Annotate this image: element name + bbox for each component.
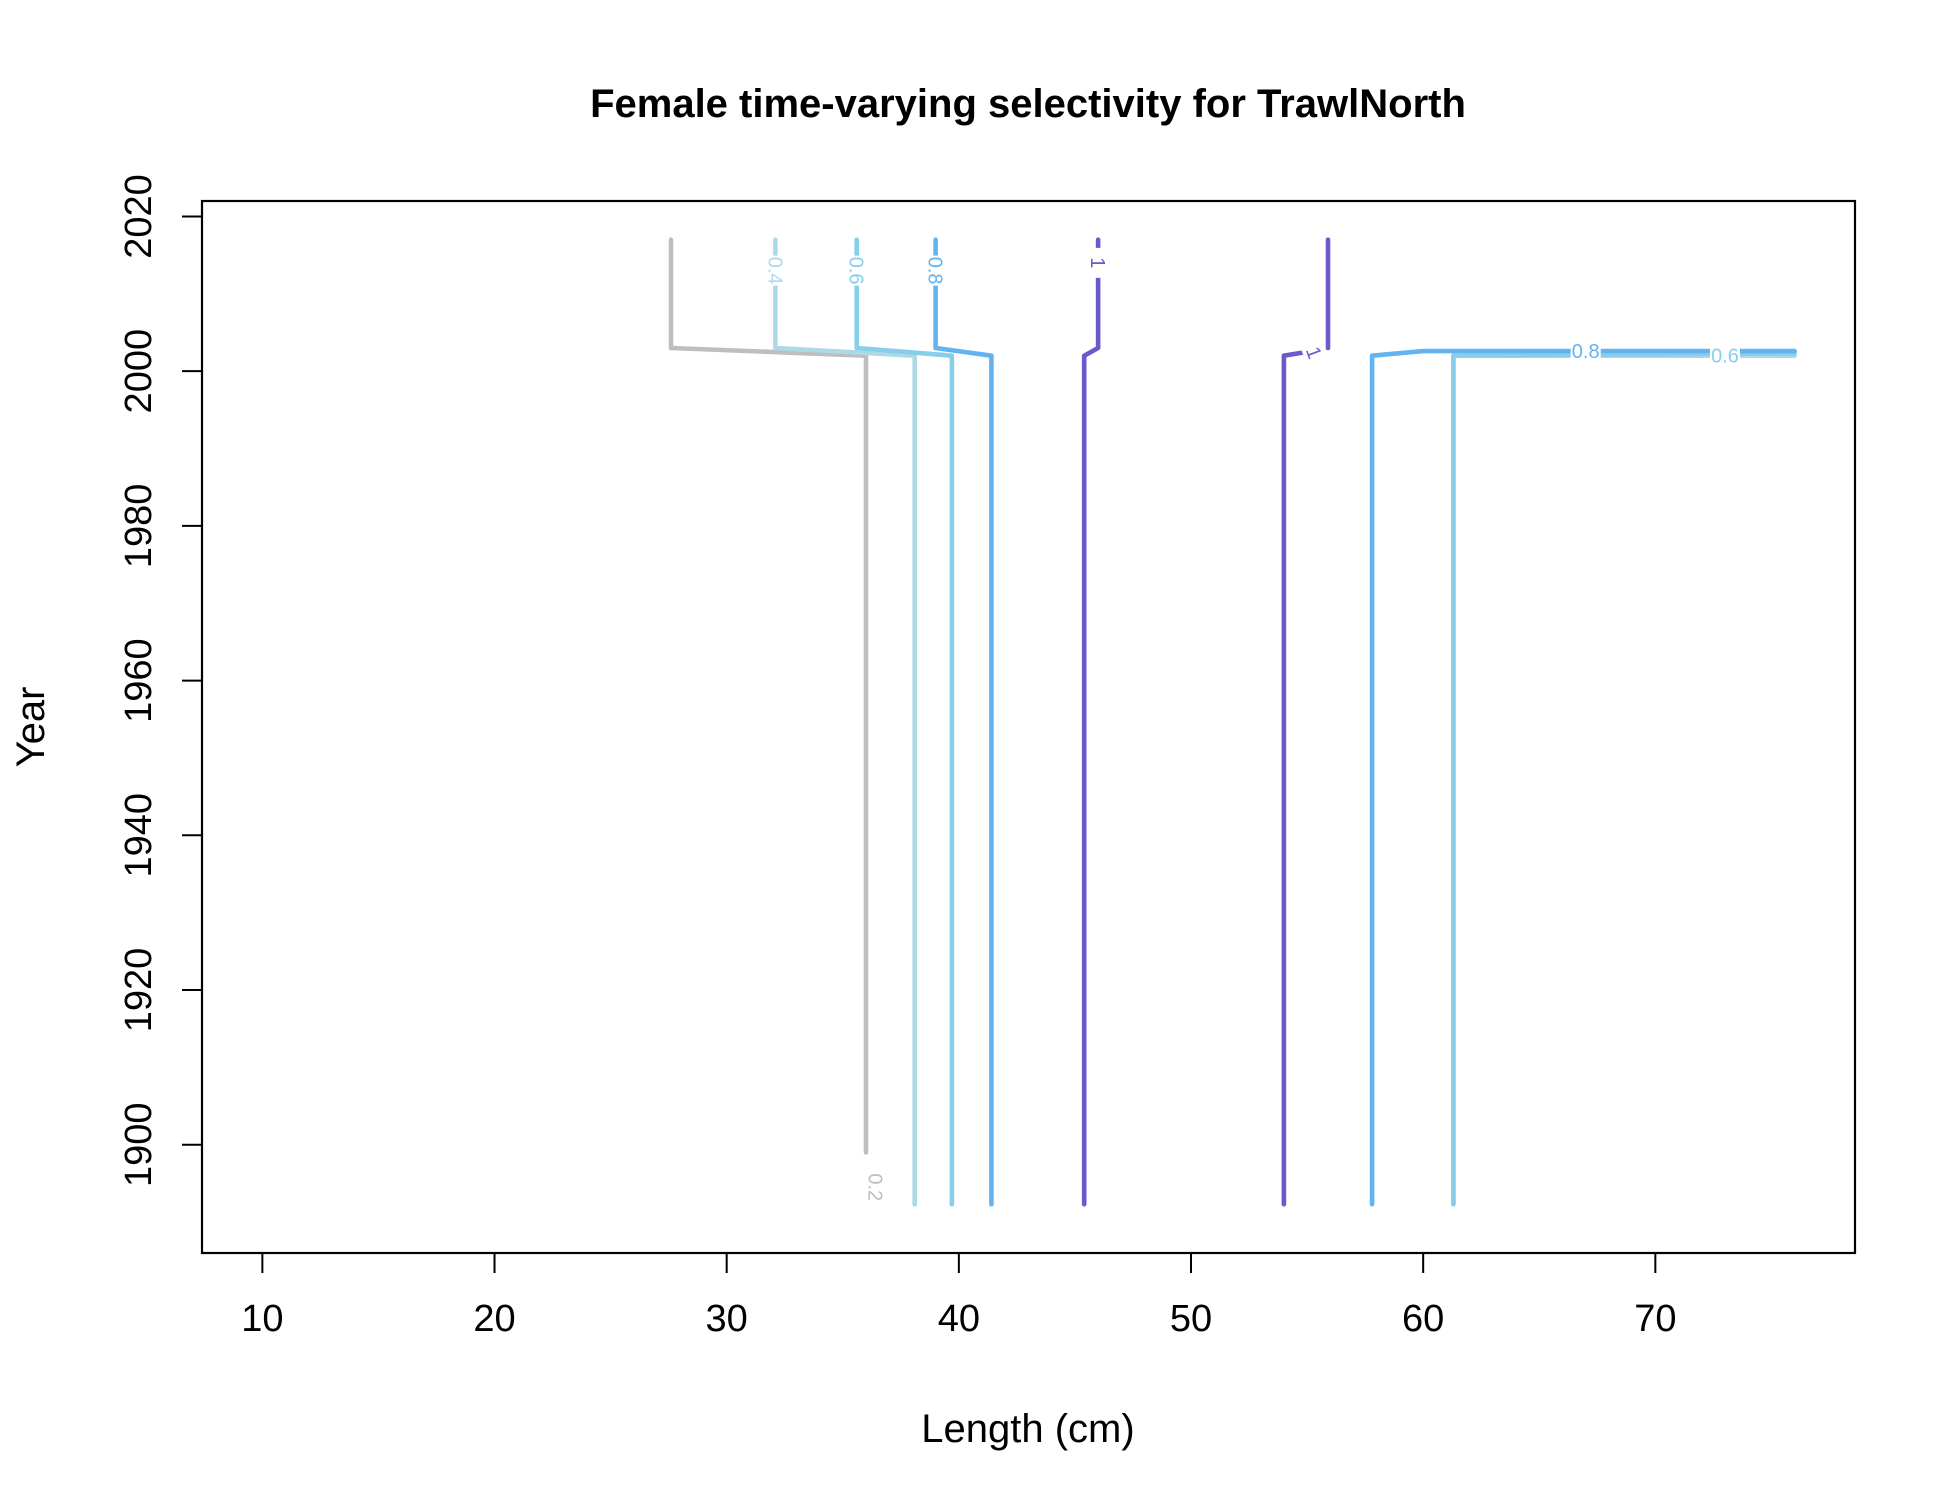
contour-label: 0.6 xyxy=(845,257,867,285)
contour-line-0-6 xyxy=(854,237,955,1207)
y-axis-label: Year xyxy=(9,687,53,768)
contour-line-0-8 xyxy=(933,237,994,1207)
contour-label-bg xyxy=(924,255,947,286)
x-tick-label: 60 xyxy=(1402,1298,1444,1340)
contour-label-bg xyxy=(1570,340,1601,363)
y-tick-label: 1920 xyxy=(118,948,160,1033)
contour-label: 0.8 xyxy=(1572,341,1600,363)
y-axis: 1900 1920 1940 1960 1980 2000 2020 xyxy=(118,174,203,1187)
contour-label-bg xyxy=(845,255,868,286)
contour-line-0-2 xyxy=(668,237,869,1155)
contour-label-bg xyxy=(864,1172,887,1203)
contour-line-1 xyxy=(1081,237,1101,1207)
plot-frame xyxy=(200,199,1857,1255)
y-tick-label: 1960 xyxy=(118,638,160,723)
x-axis-label: Length (cm) xyxy=(921,1407,1134,1451)
contour-label-bg xyxy=(764,255,787,286)
x-tick-label: 40 xyxy=(938,1298,980,1340)
y-tick-label: 1980 xyxy=(118,484,160,569)
contour-label-bg xyxy=(1087,247,1110,278)
contour-label-bg xyxy=(1298,334,1330,371)
contour-labels: 0.20.4 0.60.60.80.811 xyxy=(763,247,1740,1203)
contour-line-1 xyxy=(1281,350,1305,1207)
contour-line-0-6 xyxy=(1451,351,1797,1207)
x-tick-label: 30 xyxy=(706,1298,748,1340)
contour-label: 0.8 xyxy=(924,257,946,285)
contour-line-0-8 xyxy=(1369,348,1797,1207)
contour-line-0-4 xyxy=(1451,353,1797,1207)
x-tick-label: 20 xyxy=(473,1298,515,1340)
x-axis: 10 20 30 40 50 60 70 xyxy=(241,1252,1676,1340)
contour-line-0-4 xyxy=(773,237,918,1207)
chart-title: Female time-varying selectivity for Traw… xyxy=(590,82,1466,126)
contour-lines xyxy=(668,237,1797,1207)
x-tick-label: 50 xyxy=(1170,1298,1212,1340)
x-tick-label: 70 xyxy=(1634,1298,1676,1340)
y-tick-label: 2020 xyxy=(118,174,160,259)
contour-label: 0.2 xyxy=(863,1173,885,1201)
contour-label: 0.6 xyxy=(1711,346,1739,368)
y-tick-label: 1940 xyxy=(118,793,160,878)
contour-label-bg xyxy=(1709,344,1740,367)
contour-label: 0.4 xyxy=(763,257,785,285)
y-tick-label: 1900 xyxy=(118,1102,160,1187)
x-tick-label: 10 xyxy=(241,1298,283,1340)
contour-label: 1 xyxy=(1086,257,1108,268)
y-tick-label: 2000 xyxy=(118,329,160,414)
